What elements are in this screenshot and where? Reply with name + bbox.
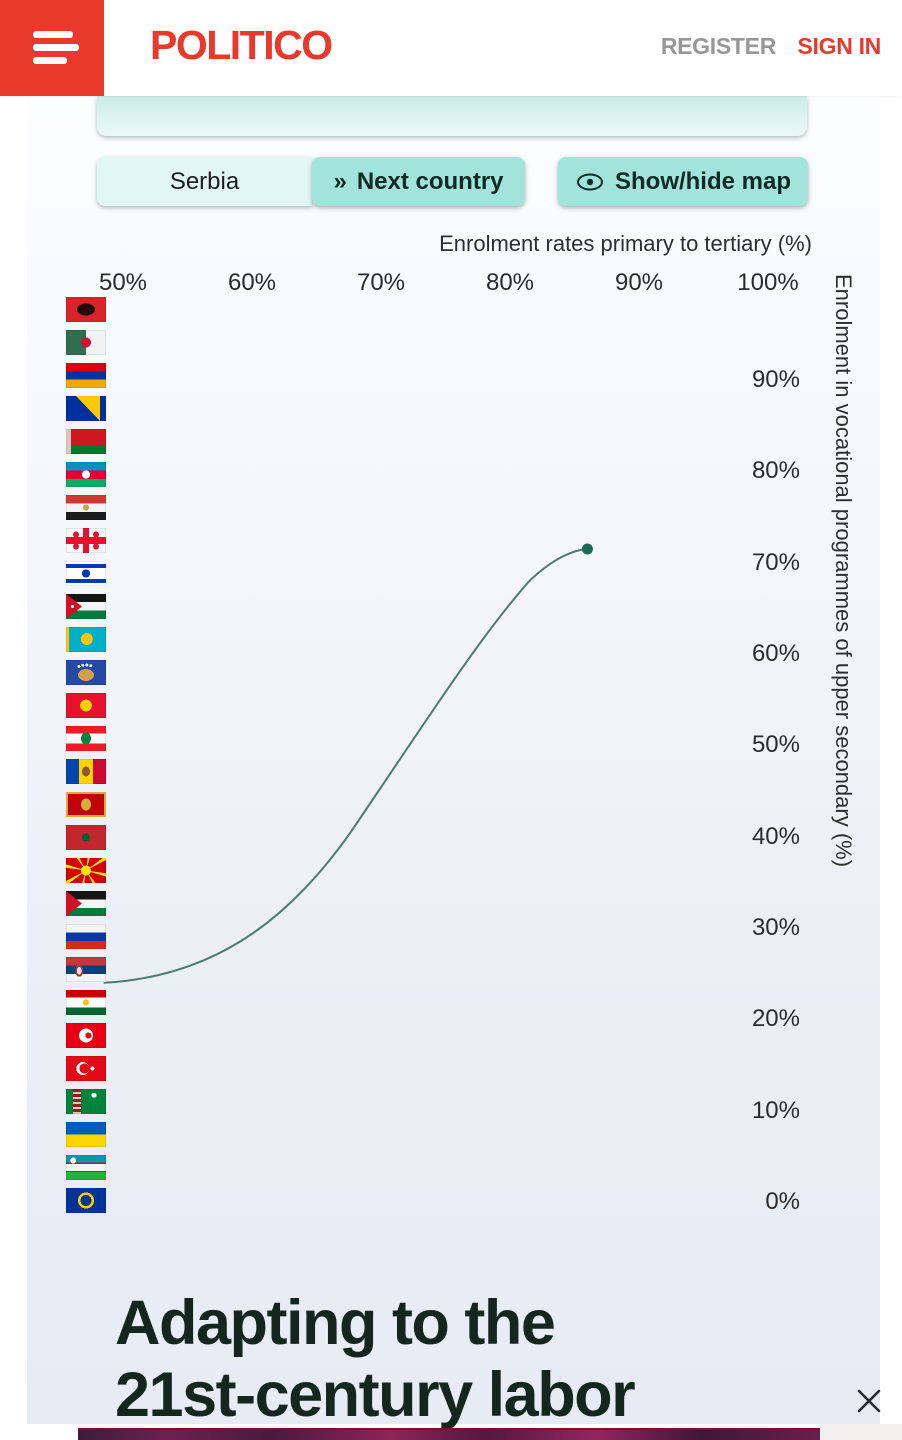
y-tick-label: 70% xyxy=(751,548,800,576)
flag-am-icon[interactable] xyxy=(66,363,106,388)
flag-dz-icon[interactable] xyxy=(66,330,106,355)
y-tick-label: 30% xyxy=(751,914,800,941)
eye-icon xyxy=(576,173,603,190)
y-tick-label: 10% xyxy=(751,1096,800,1124)
article-headline: Adapting to the 21st-century labor xyxy=(115,1287,835,1431)
x-axis-title: Enrolment rates primary to tertiary (%) xyxy=(439,231,812,256)
flag-uz-icon[interactable] xyxy=(66,1155,106,1180)
flag-eu-icon[interactable] xyxy=(66,1188,106,1213)
hamburger-icon xyxy=(33,31,73,38)
flag-kz-icon[interactable] xyxy=(66,627,106,652)
flag-xk-icon[interactable] xyxy=(66,660,106,685)
flag-tn-icon[interactable] xyxy=(66,1023,106,1048)
flag-il-icon[interactable] xyxy=(66,561,106,586)
flag-ge-icon[interactable] xyxy=(66,528,106,553)
flag-md-icon[interactable] xyxy=(66,759,106,784)
ad-banner[interactable] xyxy=(78,1428,820,1440)
x-tick-label: 60% xyxy=(227,269,277,296)
info-panel xyxy=(97,96,807,136)
y-tick-label: 50% xyxy=(751,731,800,759)
ad-side-spacer xyxy=(820,1424,902,1440)
flag-ma-icon[interactable] xyxy=(66,825,106,850)
x-tick-label: 90% xyxy=(614,269,664,296)
flag-tj-icon[interactable] xyxy=(66,990,106,1015)
flag-ua-icon[interactable] xyxy=(66,1122,106,1147)
flag-ps-icon[interactable] xyxy=(66,891,106,916)
show-hide-map-label: Show/hide map xyxy=(614,167,791,195)
close-icon xyxy=(857,1389,881,1413)
y-tick-label: 80% xyxy=(751,457,800,485)
headline-line-1: Adapting to the xyxy=(115,1288,556,1358)
y-tick-label: 90% xyxy=(751,366,800,394)
flag-mk-icon[interactable] xyxy=(66,858,106,883)
flag-al-icon[interactable] xyxy=(66,297,106,322)
flag-rs-icon[interactable] xyxy=(66,957,106,982)
double-chevron-icon: » xyxy=(333,167,347,195)
x-tick-label: 80% xyxy=(485,269,535,296)
next-country-label: Next country xyxy=(356,167,504,195)
flag-lb-icon[interactable] xyxy=(66,726,106,751)
register-link[interactable]: REGISTER xyxy=(660,33,776,59)
sign-in-link[interactable]: SIGN IN xyxy=(797,33,881,59)
flag-by-icon[interactable] xyxy=(66,429,106,454)
y-tick-label: 40% xyxy=(751,822,800,850)
y-axis-title: Enrolment in vocational programmes of up… xyxy=(831,273,856,868)
x-tick-label: 100% xyxy=(737,269,799,296)
y-tick-label: 0% xyxy=(765,1188,800,1215)
flag-tr-icon[interactable] xyxy=(66,1056,106,1081)
flag-jo-icon[interactable] xyxy=(66,594,106,619)
flag-tm-icon[interactable] xyxy=(66,1089,106,1114)
x-tick-label: 70% xyxy=(356,269,406,296)
politico-logo[interactable]: POLITICO xyxy=(150,22,333,68)
flag-az-icon[interactable] xyxy=(66,462,106,487)
flag-eg-icon[interactable] xyxy=(66,495,106,520)
site-header: POLITICO REGISTER SIGN IN xyxy=(0,0,902,96)
flag-ru-icon[interactable] xyxy=(66,924,106,949)
next-country-button[interactable]: » Next country xyxy=(312,157,525,206)
headline-line-2: 21st-century labor xyxy=(115,1360,636,1430)
y-tick-label: 20% xyxy=(751,1005,800,1033)
hamburger-menu-button[interactable] xyxy=(0,0,104,96)
x-tick-label: 50% xyxy=(98,269,148,296)
flag-me-icon[interactable] xyxy=(66,792,106,817)
flag-ba-icon[interactable] xyxy=(66,396,106,421)
flag-kg-icon[interactable] xyxy=(66,693,106,718)
show-hide-map-button[interactable]: Show/hide map xyxy=(558,157,808,206)
current-country-label: Serbia xyxy=(97,157,312,206)
y-tick-label: 60% xyxy=(751,640,800,668)
close-ad-button[interactable] xyxy=(850,1382,888,1420)
